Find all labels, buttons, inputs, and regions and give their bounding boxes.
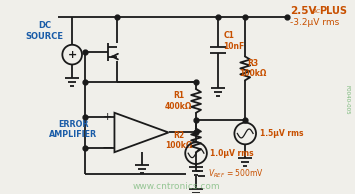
Text: −: − [102, 141, 113, 155]
Text: -3.2μV rms: -3.2μV rms [290, 18, 340, 27]
Text: R2
100kΩ: R2 100kΩ [165, 131, 192, 150]
Text: $V_{REF}$ = 500mV: $V_{REF}$ = 500mV [208, 168, 264, 180]
Text: DC
SOURCE: DC SOURCE [26, 21, 64, 41]
Text: $_{DC}$: $_{DC}$ [311, 7, 322, 16]
Text: F0040-005: F0040-005 [345, 85, 350, 115]
Text: +: + [103, 112, 112, 122]
Text: R1
400kΩ: R1 400kΩ [165, 91, 192, 111]
Text: PLUS: PLUS [319, 6, 347, 16]
Text: +: + [67, 50, 77, 60]
Text: C1
10nF: C1 10nF [224, 31, 245, 50]
Text: 2.5V: 2.5V [290, 6, 317, 16]
Text: 1.5μV rms: 1.5μV rms [260, 129, 304, 138]
Text: R3
100kΩ: R3 100kΩ [239, 59, 267, 78]
Text: 1.0μV rms: 1.0μV rms [210, 149, 253, 158]
Text: www.cntronics.com: www.cntronics.com [132, 182, 220, 191]
Text: ERROR
AMPLIFIER: ERROR AMPLIFIER [49, 120, 97, 139]
